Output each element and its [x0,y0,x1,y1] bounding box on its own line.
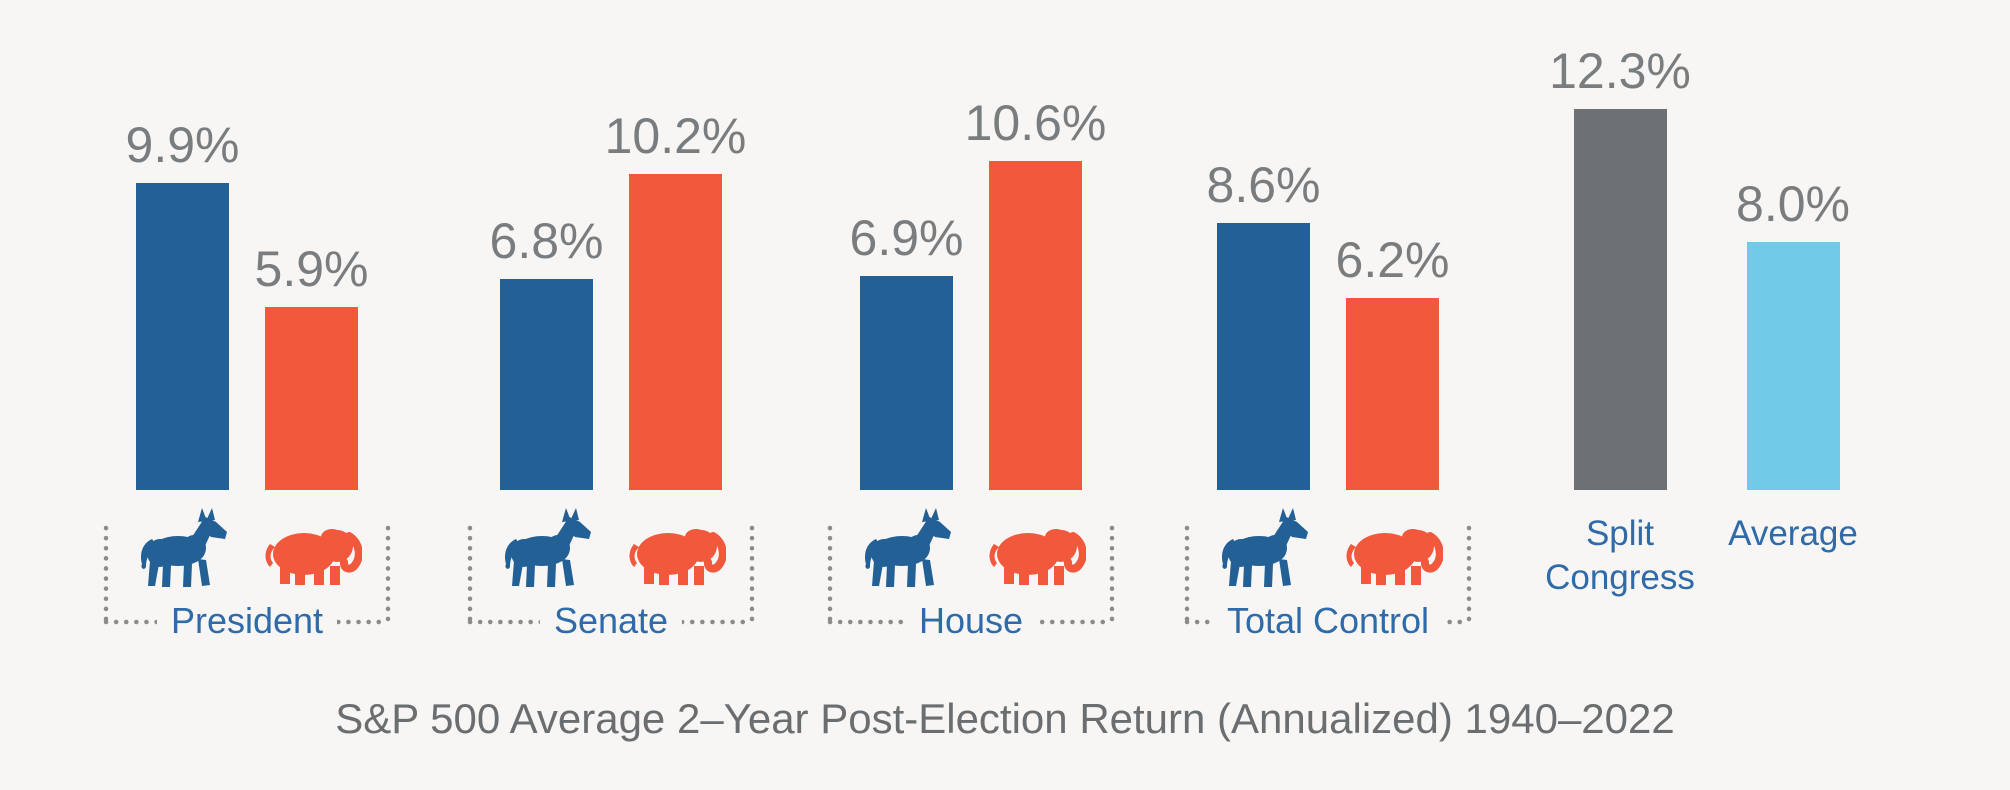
value-label-republican-total-control: 6.2% [1335,232,1450,288]
bar-democrat-house [860,276,953,490]
group-label-line: Split [1585,514,1655,553]
value-label-democrat-total-control: 8.6% [1206,157,1321,213]
bar-democrat-total-control [1217,223,1310,490]
group-label-house: House [904,603,1038,639]
group-label-president: President [156,603,338,639]
value-label-average-average: 8.0% [1736,176,1850,232]
bar-republican-senate [629,174,722,490]
bar-average-average [1746,242,1840,490]
bar-democrat-president [136,183,229,490]
group-label-total-control: Total Control [1212,603,1444,639]
bar-split-congress-split-congress [1573,109,1667,490]
group-label-split-congress: Split Congress [1545,512,1695,600]
value-label-democrat-house: 6.9% [849,210,964,266]
bar-republican-house [989,161,1082,490]
value-label-republican-president: 5.9% [254,241,369,297]
value-label-split-congress-split-congress: 12.3% [1549,43,1691,99]
group-label-senate: Senate [539,603,683,639]
chart-caption: S&P 500 Average 2–Year Post-Election Ret… [335,695,1675,742]
value-label-republican-senate: 10.2% [604,108,747,164]
group-label-line: Congress [1545,558,1695,597]
bar-democrat-senate [500,279,593,490]
group-label-line: Average [1728,514,1858,553]
value-label-democrat-president: 9.9% [125,117,240,173]
bar-republican-president [265,307,358,490]
bar-republican-total-control [1346,298,1439,490]
value-label-republican-house: 10.6% [964,95,1107,151]
group-label-average: Average [1728,512,1858,556]
value-label-democrat-senate: 6.8% [489,213,604,269]
